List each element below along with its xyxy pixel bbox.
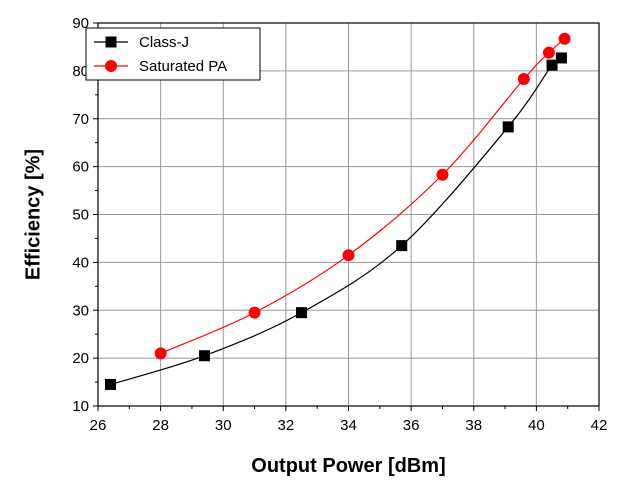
data-point-circle [154,347,167,360]
data-point-square [296,307,308,319]
data-point-circle [558,32,571,45]
data-point-square [105,378,117,390]
data-point-circle [542,46,555,59]
x-tick-label: 34 [340,417,357,434]
legend-label: Saturated PA [139,58,227,75]
legend: Class-J Saturated PA [85,27,261,81]
data-point-square [396,240,408,252]
x-tick-label: 42 [591,417,608,434]
series-line [110,57,562,386]
y-tick-label: 80 [72,63,89,80]
series-line [160,38,565,354]
legend-marker-circle [105,60,117,72]
series-saturated-pa [154,32,571,360]
y-tick-label: 50 [72,207,89,224]
series-layer [105,32,571,390]
x-tick-label: 30 [215,417,232,434]
y-axis-title: Efficiency [%] [22,149,44,280]
x-tick-label: 28 [152,417,169,434]
legend-marker-square [105,36,117,48]
legend-item: Saturated PA [94,58,227,75]
x-tick-label: 36 [403,417,420,434]
series-class-j [105,52,567,390]
x-tick-label: 38 [465,417,482,434]
y-tick-label: 60 [72,159,89,176]
x-tick-label: 26 [90,417,107,434]
x-axis-title: Output Power [dBm] [251,455,445,477]
y-tick-label: 30 [72,302,89,319]
x-tick-label: 40 [528,417,545,434]
data-point-circle [248,306,261,319]
y-tick-label: 70 [72,111,89,128]
x-tick-label: 32 [278,417,295,434]
data-point-circle [517,73,530,86]
legend-label: Class-J [139,34,189,51]
y-tick-label: 90 [72,15,89,32]
data-point-square [546,59,558,71]
data-point-circle [342,249,355,262]
legend-item: Class-J [94,34,189,51]
y-tick-label: 20 [72,350,89,367]
data-point-square [198,350,210,362]
y-tick-label: 40 [72,254,89,271]
ticks: 26 28 30 32 34 36 38 40 42 10 20 30 40 50 60 70 80 90 [72,15,607,434]
data-point-square [502,121,514,133]
data-point-circle [436,168,449,181]
y-tick-label: 10 [72,398,89,415]
data-point-square [555,52,567,64]
